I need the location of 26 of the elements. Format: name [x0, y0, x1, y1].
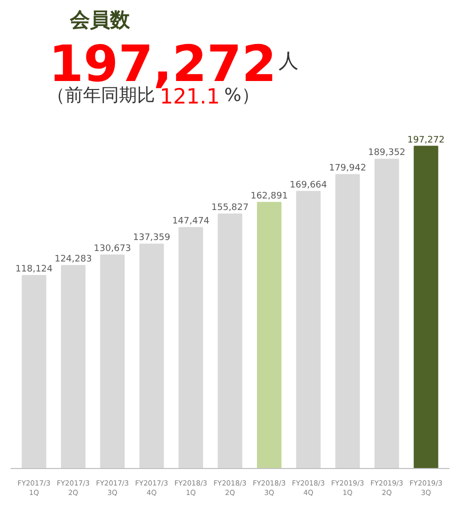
data-label: 155,827 — [211, 202, 249, 213]
data-label: 169,664 — [290, 180, 328, 190]
data-label: 179,942 — [328, 164, 366, 174]
bar — [335, 174, 360, 468]
bar — [218, 213, 242, 468]
bar — [60, 264, 86, 468]
text: （前年同期比 — [46, 85, 155, 106]
bar — [414, 146, 438, 468]
bar — [22, 275, 46, 468]
bar — [178, 227, 204, 468]
data-label: 147,474 — [172, 216, 210, 227]
data-label: 130,673 — [94, 244, 132, 254]
bar — [139, 244, 164, 468]
data-label: 197,272 — [407, 135, 445, 146]
chart-title: 会員数 — [68, 8, 131, 32]
bar — [256, 202, 282, 468]
data-label: 124,283 — [54, 254, 92, 264]
bar — [374, 158, 400, 468]
bar — [100, 254, 125, 468]
text: 人 — [278, 48, 298, 72]
data-label: 162,891 — [250, 191, 288, 202]
data-label: 137,359 — [133, 233, 170, 244]
bar — [296, 190, 321, 468]
data-label: 189,352 — [368, 148, 406, 158]
data-label: 118,124 — [15, 264, 53, 275]
text: %） — [224, 85, 260, 106]
